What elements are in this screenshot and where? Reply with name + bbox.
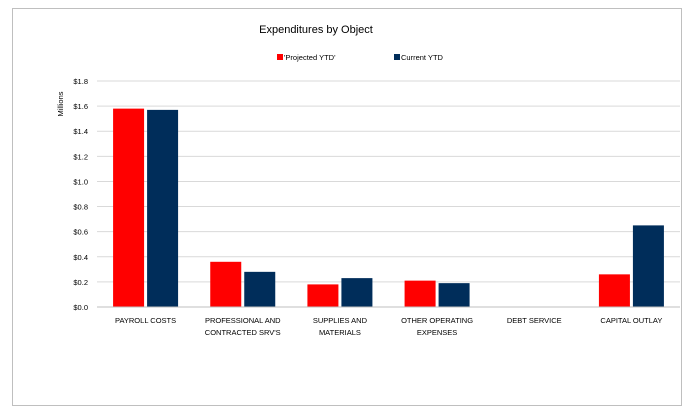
legend-swatch-current (394, 54, 400, 60)
y-tick-label: $0.4 (73, 253, 88, 262)
x-tick-label: SUPPLIES AND (313, 316, 368, 325)
legend-label-projected: 'Projected YTD' (284, 53, 336, 62)
x-tick-label: PROFESSIONAL AND (205, 316, 281, 325)
bar-current (632, 225, 664, 307)
x-tick-label: MATERIALS (319, 328, 361, 337)
y-tick-label: $0.2 (73, 278, 88, 287)
x-tick-label: DEBT SERVICE (507, 316, 562, 325)
bar-current (438, 283, 470, 307)
gridlines (97, 80, 680, 283)
y-axis-ticks: $0.0 $0.2 $0.4 $0.6 $0.8 $1.0 $1.2 $1.4 $1.6 $1.8 (73, 77, 88, 312)
legend-swatch-projected (277, 54, 283, 60)
y-tick-label: $1.6 (73, 102, 88, 111)
x-axis-labels: PAYROLL COSTS PROFESSIONAL AND CONTRACTED … (115, 316, 662, 337)
bar-projected (598, 274, 630, 307)
bar-current (147, 109, 179, 307)
x-tick-label: PAYROLL COSTS (115, 316, 176, 325)
y-tick-label: $1.0 (73, 177, 88, 186)
bar-projected (404, 280, 436, 307)
x-tick-label: EXPENSES (417, 328, 457, 337)
bar-projected (307, 284, 339, 307)
y-tick-label: $0.8 (73, 203, 88, 212)
bar-current (244, 271, 276, 307)
bar-current (341, 278, 373, 307)
y-tick-label: $1.2 (73, 152, 88, 161)
y-tick-label: $0.0 (73, 303, 88, 312)
y-axis-label: Millions (56, 91, 65, 116)
legend-label-current: Current YTD (401, 53, 444, 62)
bar-projected (113, 108, 145, 307)
y-tick-label: $1.8 (73, 77, 88, 86)
x-tick-label: CONTRACTED SRV'S (205, 328, 281, 337)
y-tick-label: $0.6 (73, 228, 88, 237)
bars (113, 108, 664, 307)
x-tick-label: OTHER OPERATING (401, 316, 473, 325)
y-tick-label: $1.4 (73, 127, 88, 136)
legend: 'Projected YTD' Current YTD (277, 53, 444, 62)
bar-projected (210, 261, 242, 307)
chart-title: Expenditures by Object (259, 24, 373, 36)
x-tick-label: CAPITAL OUTLAY (600, 316, 662, 325)
